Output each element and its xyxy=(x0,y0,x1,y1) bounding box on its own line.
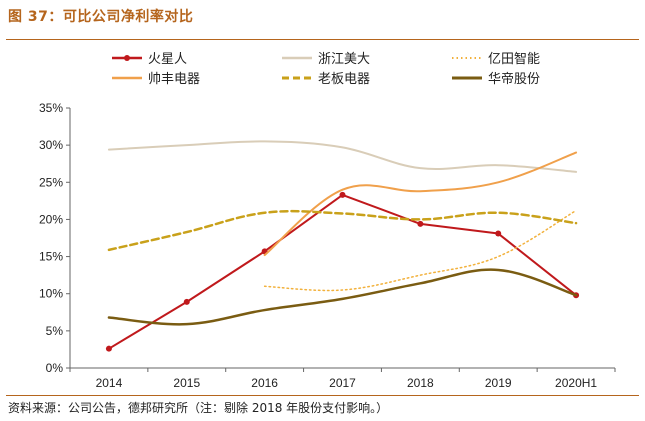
legend-item: 浙江美大 xyxy=(282,52,370,67)
y-tick-label: 10% xyxy=(39,287,63,301)
series-华帝股份 xyxy=(107,268,578,326)
legend-item: 帅丰电器 xyxy=(112,72,200,87)
data-point xyxy=(105,345,112,352)
y-tick-label: 0% xyxy=(46,361,64,375)
series-亿田智能 xyxy=(263,209,577,292)
legend-item: 亿田智能 xyxy=(452,52,540,67)
legend-item: 老板电器 xyxy=(282,72,370,87)
series-老板电器 xyxy=(107,209,578,252)
y-tick-label: 25% xyxy=(39,175,63,189)
data-point xyxy=(183,298,190,305)
legend-label: 浙江美大 xyxy=(318,52,370,67)
x-tick-label: 2019 xyxy=(485,376,512,390)
data-point xyxy=(417,220,424,227)
y-tick-label: 15% xyxy=(39,250,63,264)
series-line xyxy=(107,140,578,173)
series-line xyxy=(263,209,577,292)
y-tick-label: 30% xyxy=(39,138,63,152)
x-tick-label: 2017 xyxy=(329,376,356,390)
legend-label: 华帝股份 xyxy=(488,71,540,87)
x-tick-label: 2015 xyxy=(173,376,200,390)
series-浙江美大 xyxy=(107,140,578,173)
y-tick-label: 5% xyxy=(46,324,64,338)
series-line xyxy=(107,209,578,252)
series-line xyxy=(107,268,578,326)
data-point xyxy=(339,191,346,198)
series-火星人 xyxy=(105,191,580,352)
source-divider xyxy=(6,395,639,396)
data-point xyxy=(495,230,502,237)
legend-item: 火星人 xyxy=(112,52,187,67)
x-tick-label: 2018 xyxy=(407,376,434,390)
x-tick-label: 2016 xyxy=(251,376,278,390)
legend-label: 亿田智能 xyxy=(488,52,540,67)
y-tick-label: 35% xyxy=(39,101,63,115)
legend-label: 火星人 xyxy=(148,52,187,67)
chart-series xyxy=(105,140,580,352)
legend-item: 华帝股份 xyxy=(452,71,540,87)
chart-axes: 0% 5% 10% 15% 20% 25% 30% 35% 2014 2015 2016 2017 20… xyxy=(39,101,616,390)
legend-label: 帅丰电器 xyxy=(148,72,200,87)
figure-title: 图 37：可比公司净利率对比 xyxy=(8,9,194,25)
y-tick-label: 20% xyxy=(39,212,63,226)
source-note: 资料来源：公司公告，德邦研究所（注：剔除 2018 年股份支付影响。） xyxy=(8,401,389,415)
legend-label: 老板电器 xyxy=(318,72,370,87)
title-divider xyxy=(6,39,639,40)
x-tick-label: 2014 xyxy=(96,376,123,390)
legend-marker xyxy=(124,55,130,61)
x-tick-label: 2020H1 xyxy=(555,376,597,390)
